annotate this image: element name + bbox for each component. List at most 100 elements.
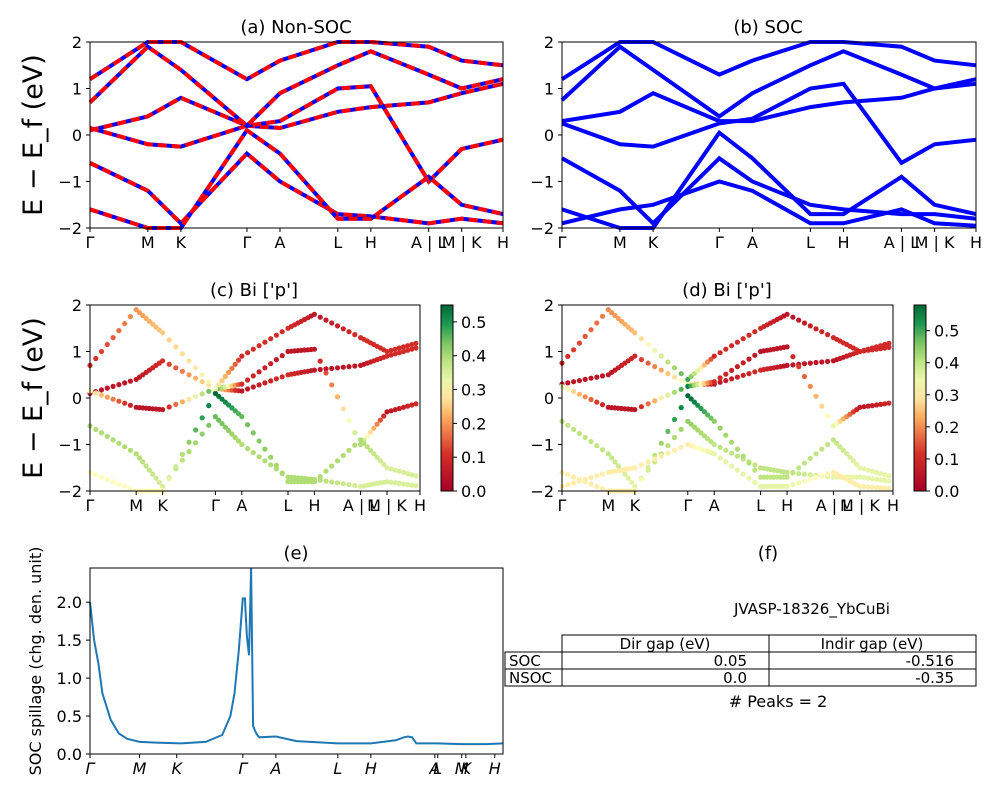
band-point: [571, 389, 577, 395]
band-point: [311, 346, 317, 352]
band-point: [565, 422, 571, 428]
band-point: [882, 472, 888, 478]
band-point: [127, 486, 133, 492]
band-point: [340, 406, 346, 412]
band-point: [825, 441, 831, 448]
band-line-dash-2: [89, 150, 504, 227]
xtick-label: M | K: [840, 496, 880, 515]
band-point: [708, 415, 714, 421]
band-point: [206, 403, 212, 409]
band-point: [582, 333, 588, 339]
xtick-label: H: [497, 233, 509, 252]
band-point: [790, 314, 796, 320]
band-point: [245, 446, 251, 452]
band-point: [729, 450, 735, 456]
panel-e-soc-spillage: (e) 0.00.51.01.52.0Γ M K Γ A L H AL MK H: [57, 543, 504, 778]
band-point: [133, 451, 139, 457]
band-point: [873, 344, 880, 350]
xtick-label: L: [806, 233, 815, 252]
band-point: [632, 483, 638, 489]
band-point: [632, 465, 638, 471]
band-point: [199, 431, 205, 437]
band-point: [565, 482, 571, 488]
band-point: [711, 353, 717, 359]
band-point: [665, 359, 671, 365]
band-point: [857, 465, 863, 471]
band-point: [127, 314, 133, 320]
band-point: [384, 353, 390, 359]
band-point: [186, 448, 192, 455]
band-point: [409, 346, 415, 352]
xtick-label: Γ: [715, 233, 724, 252]
band-point: [250, 373, 256, 379]
band-point: [179, 457, 185, 463]
band-point: [317, 477, 323, 483]
band-line-0: [561, 81, 977, 124]
band-point: [588, 327, 594, 333]
band-point: [752, 369, 758, 375]
colorbar-tick-label: 0.5: [461, 313, 486, 332]
band-point: [612, 459, 618, 465]
ytick-label: −1: [530, 173, 554, 192]
band-point: [752, 352, 758, 358]
band-point: [104, 394, 110, 400]
band-point: [652, 398, 658, 404]
band-point: [396, 350, 402, 356]
band-point: [216, 382, 222, 388]
band-point: [127, 378, 133, 384]
xtick-label: M | K: [367, 496, 407, 515]
band-point: [193, 427, 199, 433]
band-point: [740, 453, 746, 459]
band-point: [801, 471, 808, 477]
band-point: [740, 336, 746, 342]
colorbar-tick-label: 0.1: [461, 448, 486, 467]
band-point: [409, 482, 415, 488]
band-point: [658, 440, 664, 446]
band-point: [594, 443, 600, 449]
band-point: [140, 459, 146, 465]
band-point: [652, 347, 658, 353]
band-point: [882, 401, 888, 407]
band-point: [352, 332, 358, 338]
band-point: [323, 317, 329, 323]
ylabel-spillage: SOC spillage (chg. den. unit): [26, 547, 45, 776]
table-cell-nsoc-indir: -0.35: [915, 669, 954, 687]
ytick-label: −1: [530, 436, 554, 455]
band-point: [588, 439, 594, 445]
band-point: [262, 365, 268, 371]
band-point: [400, 404, 407, 410]
table-cell-nsoc-dir: 0.0: [723, 669, 747, 687]
xtick-label: K: [461, 759, 473, 778]
band-point: [329, 463, 335, 469]
band-point: [784, 469, 790, 475]
band-point: [861, 475, 867, 481]
band-point: [746, 356, 752, 362]
band-point: [652, 364, 658, 370]
xtick-label: Γ: [238, 759, 248, 778]
band-point: [199, 372, 205, 378]
xtick-label: H: [970, 233, 982, 252]
band-point: [116, 481, 122, 487]
band-point: [352, 430, 358, 436]
band-point: [179, 451, 185, 457]
band-point: [104, 341, 110, 348]
xtick-label: H: [781, 496, 793, 515]
band-point: [813, 326, 819, 332]
band-point: [413, 340, 419, 346]
panel-d-title: (d) Bi ['p']: [682, 280, 772, 301]
band-point: [729, 463, 735, 469]
band-point: [334, 323, 341, 329]
band-point: [388, 408, 394, 414]
band-point: [116, 328, 122, 334]
xtick-label: Γ: [86, 233, 95, 252]
band-point: [807, 476, 813, 482]
band-point: [186, 358, 192, 364]
band-point: [250, 450, 256, 456]
band-point: [708, 356, 714, 362]
xtick-label: Γ: [211, 496, 220, 515]
band-point: [268, 336, 274, 342]
band-point: [392, 467, 398, 473]
band-point: [819, 359, 825, 365]
xtick-label: Γ: [242, 233, 251, 252]
band-point: [317, 358, 323, 364]
